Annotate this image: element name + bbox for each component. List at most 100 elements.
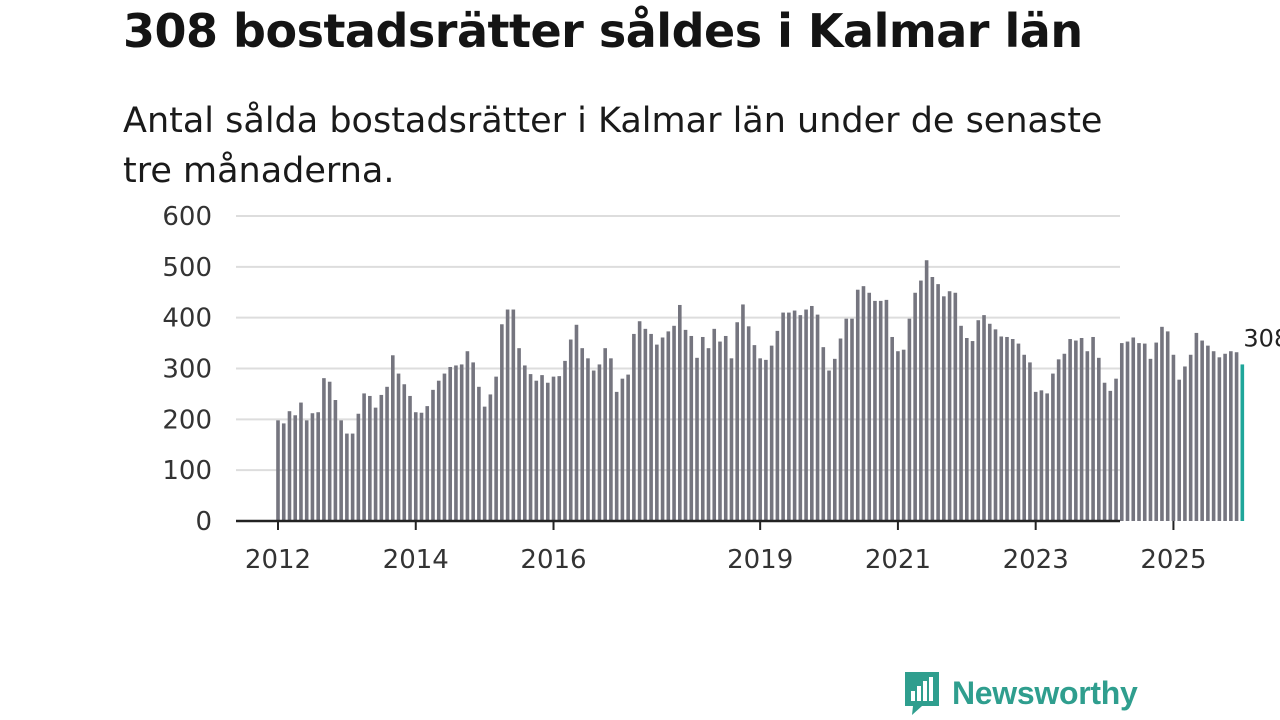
bar xyxy=(1056,359,1061,521)
bar xyxy=(356,413,361,521)
bar xyxy=(614,391,619,521)
bar xyxy=(1131,337,1136,521)
bar xyxy=(1114,378,1118,521)
bar xyxy=(729,358,734,521)
bar xyxy=(322,378,326,521)
bar xyxy=(655,344,659,521)
bar xyxy=(735,322,739,521)
bar xyxy=(672,325,676,521)
bar xyxy=(580,348,585,521)
bar xyxy=(850,318,854,521)
bar xyxy=(947,291,952,521)
bar xyxy=(528,374,533,521)
bar xyxy=(436,380,441,521)
bar xyxy=(700,336,705,521)
bar xyxy=(907,318,912,521)
bar xyxy=(718,341,722,521)
last-value-label: 308 xyxy=(1243,324,1280,352)
y-axis-labels: 0 100 200 300 400 500 600 xyxy=(162,202,212,537)
bar xyxy=(1097,357,1101,521)
bar xyxy=(695,357,699,521)
bar xyxy=(511,309,516,521)
bar xyxy=(1108,390,1113,521)
bar xyxy=(1194,332,1199,521)
bar xyxy=(465,351,470,521)
bar xyxy=(896,351,900,521)
bar xyxy=(1160,326,1164,521)
y-tick-label: 0 xyxy=(195,507,212,537)
bar xyxy=(1234,352,1239,521)
bar xyxy=(379,394,384,521)
bar xyxy=(959,325,963,521)
bar xyxy=(574,324,579,521)
bar xyxy=(345,433,349,521)
bar xyxy=(391,355,395,521)
bar xyxy=(350,433,355,521)
bar xyxy=(1148,358,1153,521)
bar xyxy=(1010,339,1015,521)
bar xyxy=(901,349,906,521)
bar xyxy=(1137,343,1141,521)
bars xyxy=(276,260,1245,522)
bar xyxy=(1165,331,1170,521)
bar xyxy=(775,330,780,521)
bar xyxy=(316,412,320,521)
bar xyxy=(982,315,986,522)
bar xyxy=(1188,354,1193,521)
bar xyxy=(1051,373,1055,521)
bar xyxy=(1125,341,1130,521)
bar xyxy=(523,365,527,521)
bar xyxy=(459,364,464,521)
bar xyxy=(758,358,762,521)
bar xyxy=(844,318,849,521)
bar xyxy=(723,335,728,521)
bar xyxy=(1171,354,1176,521)
x-tick-label: 2014 xyxy=(383,545,449,575)
bar xyxy=(890,336,894,521)
bar xyxy=(637,321,642,521)
bar xyxy=(810,305,814,521)
bar xyxy=(494,376,498,521)
bar xyxy=(482,406,487,522)
bar xyxy=(712,328,717,521)
x-tick-label: 2025 xyxy=(1140,545,1206,575)
bar xyxy=(551,376,556,521)
bar xyxy=(649,333,653,521)
x-tick-label: 2016 xyxy=(520,545,586,575)
bar xyxy=(832,358,837,521)
bar xyxy=(764,359,768,521)
bar xyxy=(454,365,458,521)
bar xyxy=(953,292,958,521)
bar xyxy=(884,299,889,522)
bar xyxy=(1091,336,1095,521)
y-tick-label: 100 xyxy=(162,456,212,486)
bar xyxy=(1119,343,1124,521)
bar xyxy=(781,312,785,521)
bar xyxy=(1200,340,1204,521)
bar xyxy=(706,348,711,521)
bar xyxy=(741,304,745,521)
bar xyxy=(620,378,625,521)
bar xyxy=(597,364,602,521)
bar xyxy=(488,394,493,521)
bar xyxy=(431,389,435,521)
bar xyxy=(517,348,521,521)
bar xyxy=(304,420,309,521)
bar xyxy=(965,338,969,521)
bar xyxy=(299,402,303,521)
y-tick-label: 300 xyxy=(162,355,212,385)
bar xyxy=(867,292,872,521)
bar xyxy=(1102,382,1107,521)
bar xyxy=(281,423,286,521)
bar xyxy=(930,277,935,521)
bar xyxy=(568,339,573,521)
bar xyxy=(545,382,550,521)
bar xyxy=(591,370,596,521)
bar xyxy=(1211,351,1216,521)
bar xyxy=(821,347,826,521)
bar xyxy=(557,376,562,522)
bar-chart: 0 100 200 300 400 500 600 2012 2014 2016 2019 2021… xyxy=(162,202,1280,575)
bar xyxy=(660,337,665,521)
bar xyxy=(626,374,630,521)
bar xyxy=(276,420,280,521)
